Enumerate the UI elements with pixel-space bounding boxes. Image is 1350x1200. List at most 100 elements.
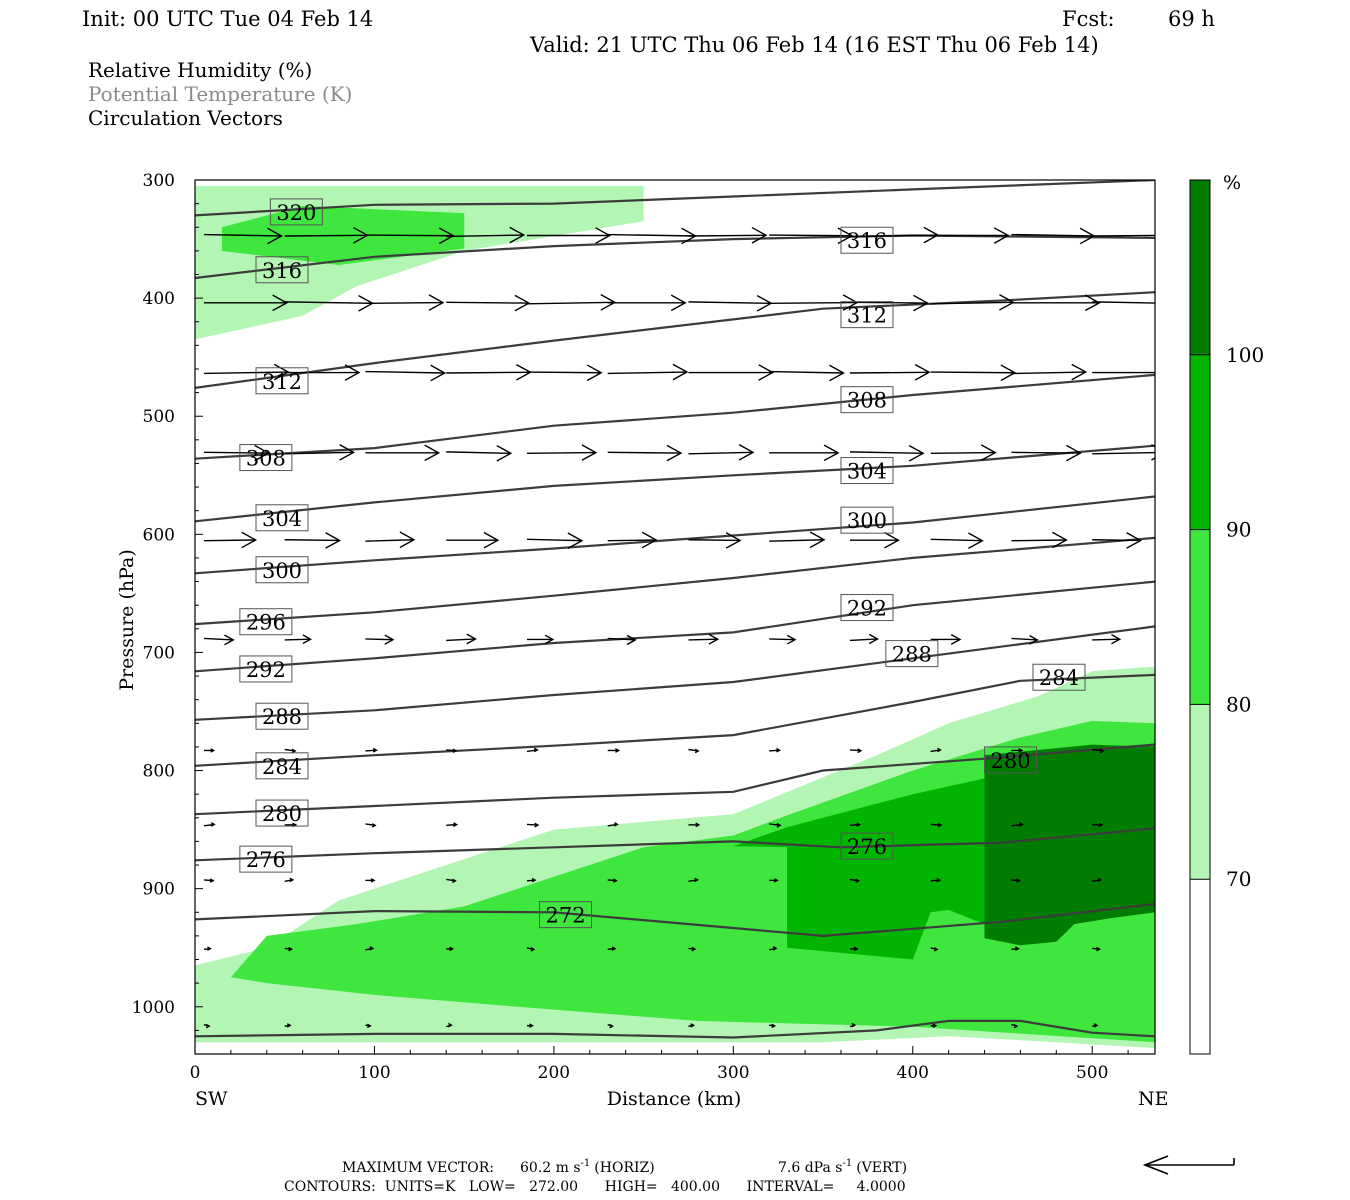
y-tick-label: 300 — [143, 171, 175, 191]
circulation-vector — [526, 947, 536, 952]
circulation-vector — [607, 531, 658, 549]
circulation-vector — [1011, 1023, 1019, 1029]
circulation-vector — [849, 294, 929, 312]
y-tick-label: 1000 — [132, 998, 175, 1018]
contour-label: 292 — [840, 594, 894, 622]
circulation-vector — [930, 1023, 938, 1028]
circulation-vector — [526, 822, 540, 828]
circulation-vector — [930, 877, 942, 883]
circulation-vector — [769, 878, 779, 883]
contour-label: 272 — [539, 901, 593, 929]
circulation-vector — [930, 444, 997, 461]
valid-time: Valid: 21 UTC Thu 06 Feb 14 (16 EST Thu … — [529, 33, 1099, 57]
circulation-vector — [930, 822, 943, 828]
circulation-vector — [769, 444, 840, 462]
circulation-vector — [526, 444, 598, 461]
circulation-vector — [769, 531, 826, 549]
circulation-vector — [446, 822, 459, 827]
circulation-vector — [930, 947, 939, 952]
circulation-vector — [284, 946, 294, 952]
circulation-vector — [1092, 234, 1155, 237]
x-tick-label: 400 — [897, 1063, 929, 1083]
circulation-vector — [688, 226, 768, 244]
svg-text:292: 292 — [847, 597, 887, 621]
circulation-vector — [203, 822, 216, 827]
x-tick-label: 0 — [190, 1063, 201, 1083]
contour-label: 312 — [255, 367, 309, 395]
fcst-hours: 69 h — [1168, 7, 1215, 31]
circulation-vector — [365, 364, 447, 382]
contour-label: 300 — [255, 556, 309, 584]
circulation-vector — [526, 294, 617, 311]
circulation-vector — [446, 444, 513, 462]
colorbar-level-label: 70 — [1226, 867, 1251, 891]
circulation-vector — [930, 532, 984, 550]
contour-label: 308 — [840, 386, 894, 414]
circulation-vector — [1092, 822, 1104, 828]
circulation-vector — [203, 294, 289, 312]
circulation-vector — [688, 946, 697, 952]
x-tick-label: 100 — [358, 1063, 390, 1083]
circulation-vector — [688, 444, 755, 461]
colorbar-swatch — [1190, 704, 1210, 880]
svg-text:308: 308 — [246, 447, 286, 471]
circulation-vector — [607, 294, 687, 312]
circulation-vector — [365, 1023, 372, 1029]
legend-vectors: Circulation Vectors — [88, 106, 283, 130]
theta-contour-308 — [195, 373, 1155, 460]
contour-label: 308 — [239, 444, 293, 472]
circulation-vector — [607, 946, 617, 951]
svg-text:300: 300 — [847, 509, 887, 533]
contour-label: 312 — [840, 301, 894, 329]
circulation-vector — [930, 747, 942, 753]
circulation-vector — [446, 633, 477, 645]
circulation-vector — [769, 747, 781, 753]
circulation-vector — [769, 822, 782, 828]
theta-contour-288 — [195, 625, 1155, 721]
circulation-vector — [526, 877, 537, 883]
contour-label: 296 — [239, 608, 293, 636]
circulation-vector — [1092, 532, 1143, 549]
x-axis-right-end: NE — [1138, 1088, 1169, 1110]
contours-info: CONTOURS: UNITS=K LOW= 272.00 HIGH= 400.… — [284, 1179, 906, 1195]
legend-theta: Potential Temperature (K) — [88, 82, 352, 106]
circulation-vector — [365, 634, 395, 645]
circulation-vector — [446, 946, 455, 952]
colorbar-level-label: 80 — [1226, 692, 1251, 716]
rh-region-100 — [984, 744, 1155, 946]
circulation-vector — [769, 227, 854, 245]
fcst-label: Fcst: — [1062, 7, 1115, 31]
circulation-vector — [446, 531, 500, 549]
circulation-vector — [446, 363, 532, 381]
x-axis-left-end: SW — [195, 1088, 228, 1110]
circulation-vector — [849, 822, 862, 827]
y-tick-label: 700 — [143, 643, 175, 663]
circulation-vector — [526, 634, 555, 645]
max-vector-label: MAXIMUM VECTOR: — [342, 1160, 494, 1176]
circulation-vector — [365, 823, 377, 828]
circulation-vector — [607, 878, 618, 883]
circulation-vector — [849, 444, 925, 462]
y-tick-label: 800 — [143, 762, 175, 782]
contour-label: 284 — [1032, 663, 1086, 691]
circulation-vector — [849, 748, 863, 754]
circulation-vector — [769, 946, 778, 951]
y-axis-label: Pressure (hPa) — [116, 549, 138, 691]
circulation-vector — [1092, 444, 1155, 461]
circulation-vector — [1092, 634, 1122, 645]
circulation-vector — [203, 1023, 211, 1029]
circulation-vector — [1011, 748, 1024, 753]
svg-text:288: 288 — [892, 643, 932, 667]
contour-label: 276 — [840, 832, 894, 860]
theta-contour-300 — [195, 495, 1155, 575]
circulation-vector — [1011, 821, 1024, 827]
circulation-vector — [769, 364, 845, 382]
circulation-vector — [688, 822, 701, 828]
svg-text:300: 300 — [262, 559, 302, 583]
colorbar-swatch — [1190, 879, 1210, 1054]
circulation-vector — [446, 748, 458, 753]
circulation-vector — [446, 878, 457, 884]
theta-contour-284 — [195, 673, 1155, 767]
circulation-vector — [1011, 946, 1020, 951]
